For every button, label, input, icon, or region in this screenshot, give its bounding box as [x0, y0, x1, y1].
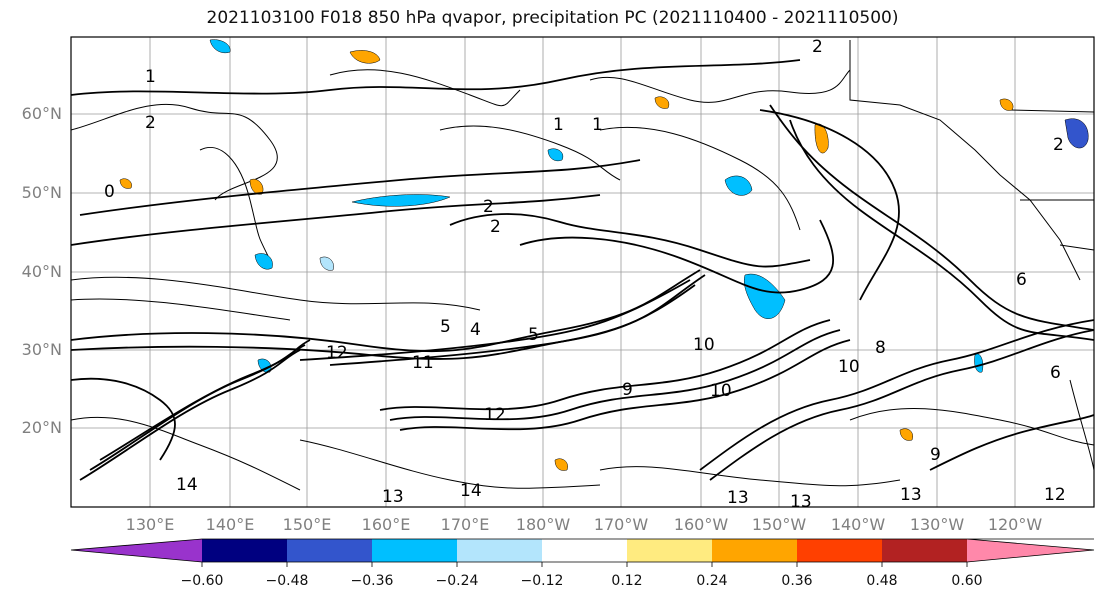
- contour-label: 2: [483, 197, 494, 217]
- coastlines: [70, 40, 1095, 471]
- contour-label: 12: [1044, 485, 1066, 505]
- lat-label: 40°N: [21, 262, 62, 281]
- contour-label: 14: [176, 475, 198, 495]
- map-frame: [70, 36, 1095, 508]
- contour-label: 2: [1053, 135, 1064, 155]
- precip-patches: [119, 39, 1089, 471]
- colorbar-tick-label: 0.24: [696, 573, 728, 589]
- contour-label: 1: [145, 67, 156, 87]
- contour-label: 10: [838, 357, 860, 377]
- colorbar-seg-10: [967, 539, 1094, 562]
- lon-label: 160°W: [673, 515, 729, 534]
- contour-label: 10: [693, 335, 715, 355]
- lon-label: 180°W: [515, 515, 571, 534]
- colorbar-tick-label: −0.12: [520, 573, 564, 589]
- contour-lines: [70, 59, 1095, 481]
- contour-lines-thin: [70, 125, 1095, 491]
- contour-label: 0: [104, 182, 115, 202]
- contour-label: 10: [710, 381, 732, 401]
- contour-label: 13: [790, 492, 812, 512]
- colorbar-tick-label: −0.60: [180, 573, 224, 589]
- contour-label: 13: [900, 485, 922, 505]
- colorbar-seg-7: [712, 539, 797, 562]
- contour-label: 2: [812, 37, 823, 57]
- contour-label: 5: [440, 317, 451, 337]
- colorbar-seg-2: [287, 539, 372, 562]
- contour-label: 9: [930, 445, 941, 465]
- contour-labels: 1 2 2 1 1 0 2 2 5 5 4 12 11 12 10 10 10 …: [104, 37, 1066, 512]
- contour-label: 1: [592, 115, 603, 135]
- lat-label: 50°N: [21, 183, 62, 202]
- contour-label: 8: [875, 338, 886, 358]
- colorbar: [70, 538, 1095, 567]
- colorbar-seg-4: [457, 539, 542, 562]
- lat-label: 20°N: [21, 418, 62, 437]
- colorbar-tick-label: 0.12: [611, 573, 643, 589]
- contour-label: 13: [382, 487, 404, 507]
- colorbar-seg-6: [627, 539, 712, 562]
- contour-label: 1: [553, 115, 564, 135]
- colorbar-tick-label: −0.24: [435, 573, 479, 589]
- contour-label: 12: [484, 405, 506, 425]
- contour-label: 5: [528, 325, 539, 345]
- contour-label: 2: [490, 217, 501, 237]
- contour-label: 11: [412, 353, 434, 373]
- contour-label: 2: [145, 113, 156, 133]
- lon-label: 160°E: [361, 515, 411, 534]
- lon-label: 170°W: [593, 515, 649, 534]
- lon-label: 170°E: [440, 515, 490, 534]
- contour-label: 14: [460, 481, 482, 501]
- colorbar-tick-label: 0.36: [781, 573, 813, 589]
- colorbar-seg-1: [202, 539, 287, 562]
- colorbar-seg-8: [797, 539, 882, 562]
- lon-label: 130°W: [909, 515, 965, 534]
- lon-label: 150°E: [282, 515, 332, 534]
- colorbar-seg-3: [372, 539, 457, 562]
- colorbar-seg-9: [882, 539, 967, 562]
- lon-label: 150°W: [751, 515, 807, 534]
- lon-label: 140°E: [205, 515, 255, 534]
- map-title: 2021103100 F018 850 hPa qvapor, precipit…: [206, 8, 899, 28]
- contour-label: 6: [1016, 270, 1027, 290]
- lon-label: 120°W: [987, 515, 1043, 534]
- contour-label: 6: [1050, 363, 1061, 383]
- colorbar-tick-label: −0.36: [350, 573, 394, 589]
- colorbar-seg-0: [71, 539, 202, 562]
- contour-label: 13: [727, 488, 749, 508]
- colorbar-seg-5: [542, 539, 627, 562]
- colorbar-tick-label: −0.48: [265, 573, 309, 589]
- contour-label: 9: [622, 380, 633, 400]
- lat-label: 30°N: [21, 340, 62, 359]
- contour-label: 12: [326, 343, 348, 363]
- colorbar-tick-label: 0.48: [866, 573, 898, 589]
- lon-label: 130°E: [125, 515, 175, 534]
- lon-label: 140°W: [830, 515, 886, 534]
- colorbar-tick-label: 0.60: [951, 573, 983, 589]
- contour-label: 4: [470, 320, 481, 340]
- lat-label: 60°N: [21, 104, 62, 123]
